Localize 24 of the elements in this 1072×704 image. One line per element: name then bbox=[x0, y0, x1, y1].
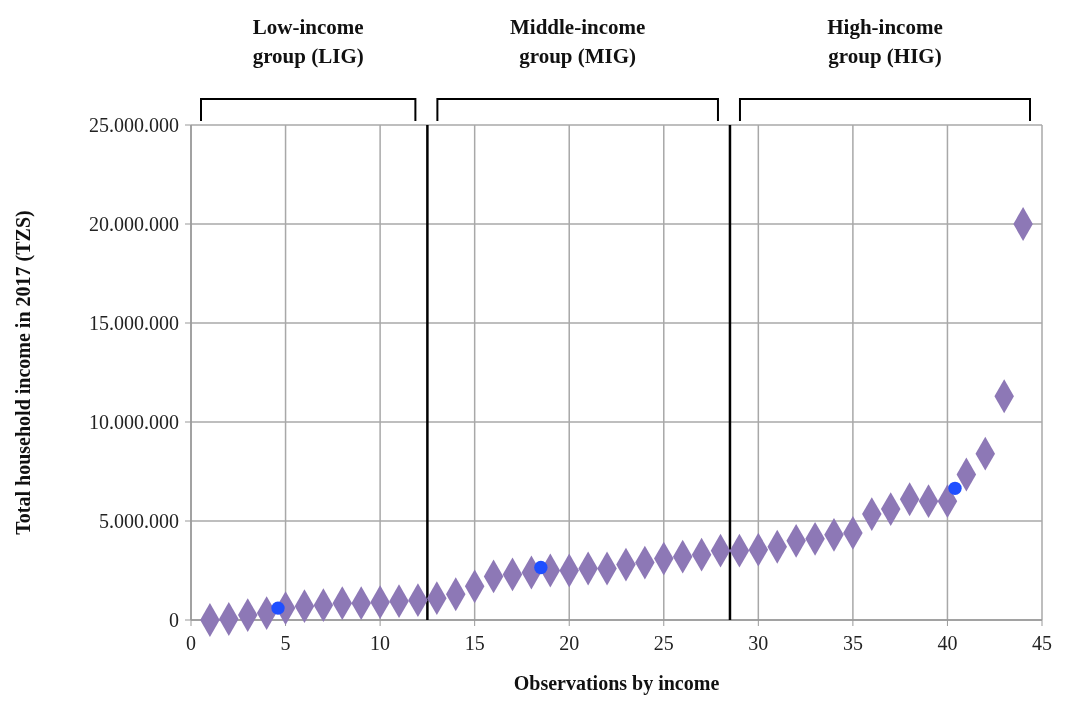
x-tick-label: 0 bbox=[186, 632, 196, 654]
x-tick-label: 35 bbox=[842, 632, 863, 654]
text: High-income group (HIG) bbox=[827, 15, 943, 68]
text: Low-income group (LIG) bbox=[252, 15, 364, 68]
x-tick-label: 30 bbox=[748, 632, 769, 654]
text: Middle-income group (MIG) bbox=[510, 15, 646, 68]
x-tick-label: 10 bbox=[370, 632, 391, 654]
x-axis-title: Observations by income bbox=[513, 672, 720, 695]
point bbox=[534, 560, 548, 575]
x-tick-label: 20 bbox=[559, 632, 580, 654]
y-tick-label: 10.000.000 bbox=[89, 411, 179, 433]
x-tick-label: 5 bbox=[280, 632, 291, 654]
y-tick-label: 5.000.000 bbox=[99, 510, 179, 532]
y-tick-label: 15.000.000 bbox=[89, 312, 179, 334]
y-axis-title: Total household income in 2017 (TZS) bbox=[12, 210, 35, 535]
y-tick-label: 20.000.000 bbox=[89, 213, 179, 235]
x-tick-label: 45 bbox=[1032, 632, 1052, 654]
y-tick-label: 25.000.000 bbox=[89, 114, 179, 136]
point bbox=[271, 601, 285, 615]
x-tick-label: 25 bbox=[653, 632, 674, 654]
y-tick-label: 0 bbox=[169, 609, 179, 631]
x-tick-label: 15 bbox=[464, 632, 485, 654]
point bbox=[948, 481, 962, 495]
x-tick-label: 40 bbox=[937, 632, 958, 654]
